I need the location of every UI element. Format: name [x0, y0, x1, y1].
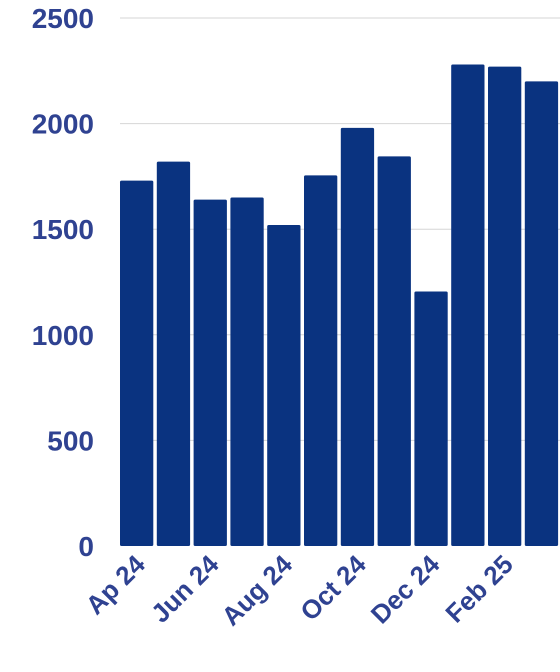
bar-oct-24 [340, 127, 375, 546]
y-tick-label: 500 [47, 425, 94, 456]
x-tick-label: Oct 24 [294, 549, 372, 627]
bar-nov-24 [377, 156, 411, 546]
y-tick-label: 2500 [32, 3, 94, 34]
bar-jan-25 [451, 64, 485, 547]
bar-dec-24 [414, 291, 448, 546]
y-axis-ticks: 0 500 1000 1500 2000 2500 [32, 3, 94, 562]
gridlines [120, 17, 560, 441]
bar-ap-24 [120, 180, 154, 546]
bar-may-24 [156, 161, 191, 546]
bar-feb-25 [488, 66, 522, 547]
x-tick-label: Jun 24 [145, 549, 225, 629]
bar-aug-24 [267, 224, 301, 546]
x-tick-label: Aug 24 [216, 549, 299, 632]
y-tick-label: 1000 [32, 320, 94, 351]
bar-sep-24 [304, 175, 338, 546]
y-tick-label: 0 [78, 531, 94, 562]
bar-jul-24 [230, 197, 264, 546]
x-tick-label: Feb 25 [439, 549, 518, 628]
y-tick-label: 1500 [32, 214, 94, 245]
bar-mar-25 [524, 81, 559, 547]
bars [120, 64, 559, 547]
bar-jun-24 [193, 199, 227, 546]
x-tick-label: Dec 24 [365, 549, 446, 630]
y-tick-label: 2000 [32, 109, 94, 140]
